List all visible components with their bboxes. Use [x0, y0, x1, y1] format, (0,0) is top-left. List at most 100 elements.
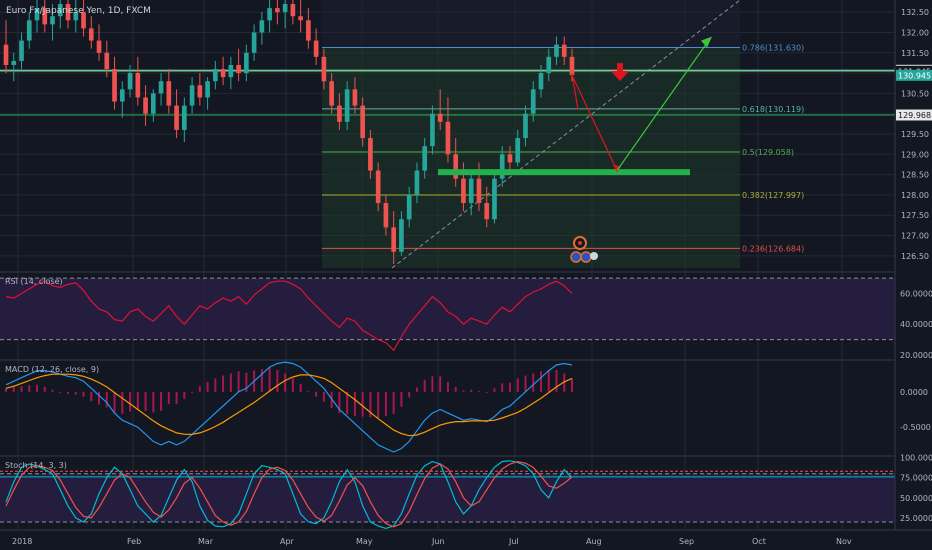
stoch-label[interactable]: Stoch (14, 3, 3) [5, 461, 67, 470]
candle-body [344, 89, 350, 122]
candle-body [391, 227, 396, 252]
macd-histogram-bar [167, 391, 170, 404]
macd-histogram-bar [121, 391, 124, 414]
macd-histogram-bar [563, 373, 566, 392]
candle-body [244, 52, 249, 74]
macd-histogram-bar [36, 384, 39, 392]
macd-histogram-bar [191, 391, 194, 393]
candle-body [275, 8, 280, 13]
candle-body [499, 154, 505, 179]
macd-histogram-bar [516, 378, 519, 392]
price-tick-label: 126.50 [901, 252, 929, 261]
candle-body [468, 178, 474, 204]
macd-histogram-bar [524, 375, 527, 392]
macd-histogram-bar [547, 369, 550, 392]
candle-body [158, 81, 164, 94]
candle-body [34, 8, 40, 21]
fib-level-label: 0.236(126.684) [742, 244, 804, 253]
candle-body [174, 105, 179, 130]
down-projection-line [571, 74, 618, 171]
time-tick-label: May [356, 537, 373, 546]
price-tick-label: 129.50 [901, 130, 929, 139]
fib-level-label: 0.618(130.119) [742, 105, 804, 114]
macd-histogram-bar [555, 369, 558, 392]
macd-histogram-bar [346, 391, 349, 415]
macd-histogram-bar [160, 391, 163, 411]
macd-histogram-bar [198, 386, 201, 392]
macd-histogram-bar [136, 391, 139, 410]
macd-histogram-bar [237, 371, 240, 392]
macd-histogram-bar [400, 391, 403, 407]
price-axis: 132.50132.00131.50131.00130.50130.00129.… [894, 0, 932, 530]
candle-body [205, 81, 210, 98]
candle-body [127, 73, 133, 90]
macd-histogram-bar [307, 391, 310, 393]
stoch-tick-label: 100.0000 [900, 454, 932, 463]
candle-body [57, 4, 63, 17]
time-tick-label: Feb [127, 537, 141, 546]
candle-body [81, 12, 86, 29]
candle-body [3, 44, 9, 65]
time-axis: 2018 Feb Mar Apr May Jun Jul Aug Sep Oct Nov [0, 529, 932, 546]
macd-histogram-bar [129, 391, 132, 412]
macd-histogram-bar [423, 379, 426, 392]
stoch-d-line [5, 460, 573, 528]
candle-body [430, 113, 435, 147]
candle-body [306, 20, 311, 41]
time-tick-label: 2018 [12, 537, 32, 546]
macd-line [5, 361, 573, 453]
macd-histogram-bar [20, 386, 23, 392]
candle-body [352, 89, 358, 106]
stoch-k-line [5, 460, 573, 530]
macd-histogram-bar [43, 386, 46, 392]
macd-histogram-bar [291, 378, 294, 392]
macd-histogram-bar [5, 388, 7, 392]
candle-body [73, 12, 79, 21]
macd-label[interactable]: MACD (12, 26, close, 9) [5, 365, 99, 374]
macd-histogram-bar [361, 391, 364, 417]
price-tick-label: 127.00 [901, 232, 929, 241]
chart-title: Euro Fx/Japanese Yen, 1D, FXCM [6, 6, 151, 16]
time-tick-label: Aug [586, 537, 602, 546]
macd-histogram-bar [415, 387, 418, 392]
candle-body [65, 4, 71, 21]
signal-line [5, 373, 573, 437]
candle-body [236, 64, 241, 74]
macd-histogram-bar [51, 389, 54, 392]
price-tick-label: 128.00 [901, 191, 929, 200]
candle-body [515, 138, 521, 163]
macd-histogram-bar [284, 373, 287, 392]
candle-body [26, 20, 32, 41]
down-arrow-line [571, 72, 579, 110]
macd-histogram-bar [315, 391, 318, 397]
time-tick-label: Nov [836, 537, 852, 546]
macd-histogram-bar [74, 391, 77, 395]
up-projection-line [616, 38, 711, 171]
candle-body [530, 89, 536, 114]
macd-histogram-bar [384, 391, 387, 416]
price-tag [896, 69, 932, 81]
candle-body [282, 4, 288, 13]
stoch-tick-label: 75.0000 [900, 474, 932, 483]
macd-histogram-bar [322, 391, 325, 402]
candle-body [50, 16, 55, 25]
macd-histogram-bar [222, 375, 225, 392]
price-tick-label: 129.00 [901, 150, 929, 159]
candle-body [259, 20, 265, 33]
macd-histogram-bar [245, 372, 248, 392]
fib-zone [322, 47, 740, 268]
candle-body [569, 56, 575, 76]
candle-body [119, 89, 125, 102]
macd-histogram-bar [28, 385, 31, 392]
candle-body [383, 203, 389, 228]
macd-histogram-bar [229, 373, 232, 392]
macd-histogram-bar [90, 391, 93, 402]
rsi-label[interactable]: RSI (14, close) [5, 277, 63, 286]
stoch-tick-label: 50.0000 [900, 494, 932, 503]
candle-body [375, 170, 381, 204]
macd-histogram-bar [206, 381, 209, 392]
macd-histogram-bar [446, 381, 449, 392]
candle-body [88, 28, 94, 41]
time-tick-label: Oct [752, 537, 766, 546]
